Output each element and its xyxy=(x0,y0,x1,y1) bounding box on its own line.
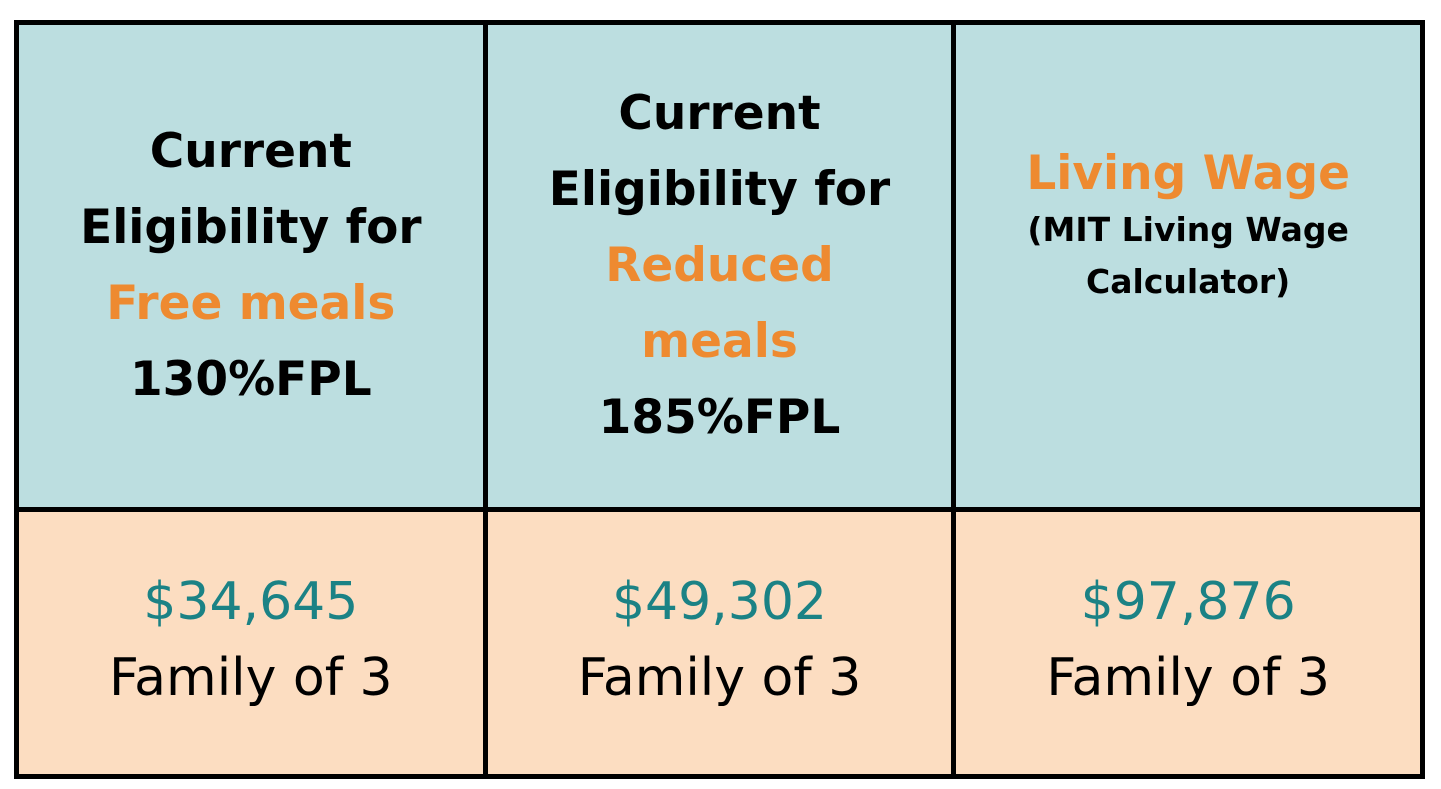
header-living-wage-sub1: (MIT Living Wage xyxy=(1027,210,1349,249)
value-cell-reduced-meals: $49,302 Family of 3 xyxy=(482,507,957,779)
amount-free-meals: $34,645 xyxy=(143,572,359,632)
header-free-accent: Free meals xyxy=(106,276,396,331)
header-row: Current Eligibility for Free meals 130%F… xyxy=(14,20,1425,512)
header-reduced-accent2: meals xyxy=(641,314,798,369)
header-reduced-meals: Current Eligibility for Reduced meals 18… xyxy=(498,76,942,456)
header-free-fpl: 130%FPL xyxy=(129,352,372,407)
header-cell-living-wage: Living Wage (MIT Living Wage Calculator) xyxy=(951,20,1425,512)
header-free-line1: Current xyxy=(149,124,352,179)
header-living-wage-title: Living Wage xyxy=(1026,146,1350,201)
header-reduced-accent1: Reduced xyxy=(605,238,834,293)
header-living-wage: Living Wage (MIT Living Wage Calculator) xyxy=(966,144,1410,308)
header-free-line2: Eligibility for xyxy=(80,200,422,255)
eligibility-table-wrapper: Current Eligibility for Free meals 130%F… xyxy=(14,20,1425,779)
desc-free-meals: Family of 3 xyxy=(109,648,393,708)
header-reduced-line2: Eligibility for xyxy=(548,162,891,217)
header-reduced-fpl: 185%FPL xyxy=(598,390,841,445)
value-row: $34,645 Family of 3 $49,302 Family of 3 … xyxy=(14,507,1425,779)
value-cell-living-wage: $97,876 Family of 3 xyxy=(951,507,1425,779)
desc-reduced-meals: Family of 3 xyxy=(577,648,862,708)
amount-reduced-meals: $49,302 xyxy=(611,572,827,632)
header-reduced-line1: Current xyxy=(618,86,821,141)
header-cell-reduced-meals: Current Eligibility for Reduced meals 18… xyxy=(482,20,957,512)
eligibility-table: Current Eligibility for Free meals 130%F… xyxy=(14,20,1425,779)
value-cell-free-meals: $34,645 Family of 3 xyxy=(14,507,488,779)
header-cell-free-meals: Current Eligibility for Free meals 130%F… xyxy=(14,20,488,512)
desc-living-wage: Family of 3 xyxy=(1046,648,1330,708)
header-living-wage-sub2: Calculator) xyxy=(1086,262,1291,301)
header-free-meals: Current Eligibility for Free meals 130%F… xyxy=(29,114,473,418)
amount-living-wage: $97,876 xyxy=(1080,572,1296,632)
